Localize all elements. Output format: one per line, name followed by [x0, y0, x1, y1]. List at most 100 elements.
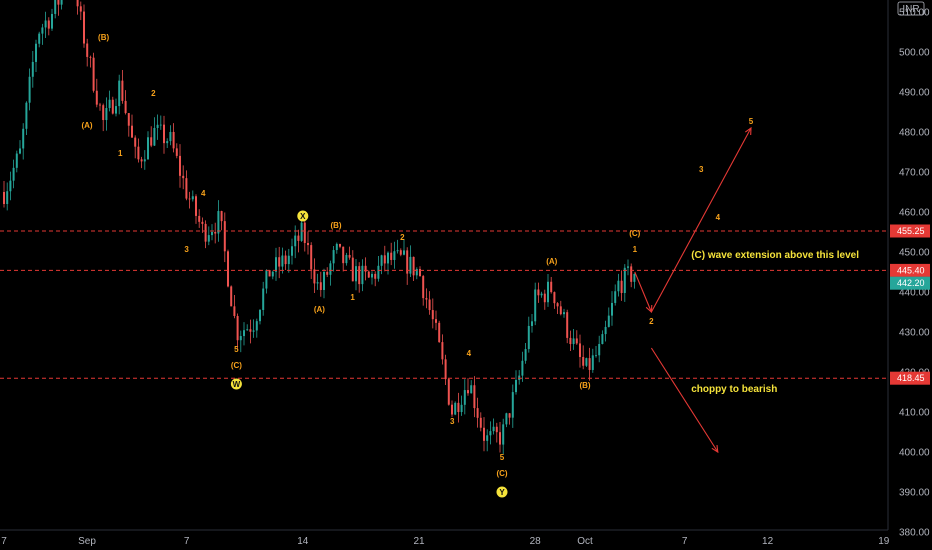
wave-labels: (A) (B) 1 2 4 3 5 (C) (A) (B) 1 2 3 4 5 (C) (A) (B) (C) 1 2 3…: [81, 33, 859, 498]
candle-body: [169, 131, 172, 142]
candle-body: [44, 20, 47, 28]
candle-body: [601, 334, 604, 344]
candle-body: [457, 402, 460, 413]
candle-body: [198, 215, 201, 222]
candle-body: [492, 426, 495, 432]
time-axis[interactable]: 7 Sep 7 14 21 28 Oct 7 12 19: [0, 529, 890, 547]
price-tick-label: 450.00: [899, 248, 930, 259]
candle-body: [265, 270, 268, 289]
currency-badge: [897, 1, 925, 16]
candle-body: [291, 246, 293, 256]
candle-body: [83, 11, 85, 44]
candle-body: [371, 273, 373, 278]
candle-body: [182, 175, 185, 179]
candle-body: [172, 131, 175, 149]
wave-label: (C): [231, 361, 242, 370]
wave-label: 5: [500, 453, 505, 462]
level-price-tag: [890, 224, 930, 238]
wave-degree-circle: [496, 486, 508, 498]
candlestick-series: [3, 0, 636, 455]
candle-body: [454, 402, 457, 415]
candle-body: [537, 289, 540, 296]
candle-body: [25, 102, 28, 129]
price-tick-label: 400.00: [899, 448, 930, 459]
candle-body: [505, 413, 508, 425]
candle-body: [313, 269, 316, 284]
candle-body: [15, 153, 18, 168]
wave-label: 4: [201, 189, 206, 198]
candle-body: [547, 281, 549, 303]
projection-arrow: [650, 127, 752, 313]
candle-body: [419, 268, 421, 277]
projection-arrows: [634, 126, 752, 454]
candle-body: [131, 125, 133, 138]
candle-body: [508, 413, 511, 418]
candle-body: [47, 20, 50, 29]
candle-body: [483, 427, 485, 441]
candle-body: [121, 80, 124, 101]
candle-body: [9, 180, 12, 192]
candle-body: [326, 271, 329, 275]
wave-label: (A): [314, 305, 325, 314]
candle-body: [556, 303, 559, 307]
wave-label: 4: [716, 213, 721, 222]
projection-arrow: [634, 271, 652, 313]
candle-body: [316, 282, 319, 284]
candle-body: [438, 322, 441, 343]
candle-body: [278, 257, 281, 267]
candle-body: [582, 356, 585, 366]
candle-body: [627, 266, 629, 268]
candle-body: [159, 124, 162, 126]
candle-body: [351, 257, 354, 282]
candle-body: [95, 90, 98, 105]
candle-body: [579, 343, 581, 357]
candle-body: [249, 329, 252, 332]
wave-label: 4: [467, 349, 472, 358]
wave-label: (C): [496, 469, 507, 478]
candle-body: [236, 315, 239, 341]
price-tick-label: 490.00: [899, 88, 930, 99]
candle-body: [294, 235, 297, 247]
price-tick-label: 410.00: [899, 408, 930, 419]
candle-body: [79, 6, 82, 12]
candle-body: [620, 280, 623, 293]
wave-label: (B): [330, 221, 341, 230]
level-price-tag: [890, 371, 930, 385]
candle-body: [569, 337, 572, 345]
candle-body: [175, 148, 178, 156]
candle-body: [284, 255, 287, 265]
candle-body: [201, 221, 204, 224]
time-tick-label: 28: [530, 536, 542, 547]
candle-body: [54, 0, 57, 14]
time-tick-label: 14: [297, 536, 309, 547]
candle-body: [147, 137, 149, 160]
candle-body: [239, 336, 242, 341]
candle-body: [566, 312, 569, 338]
candle-body: [137, 146, 140, 160]
candle-body: [534, 289, 537, 322]
price-axis[interactable]: INR 380.00390.00400.00410.00420.00430.00…: [887, 0, 932, 539]
candle-body: [393, 251, 396, 260]
candle-body: [342, 246, 345, 264]
candle-body: [451, 404, 453, 415]
wave-label: 3: [450, 417, 455, 426]
candle-body: [211, 231, 213, 236]
price-tick-label: 440.00: [899, 288, 930, 299]
candle-body: [281, 255, 284, 267]
candle-body: [348, 254, 351, 258]
candle-body: [118, 80, 121, 107]
candle-body: [310, 245, 313, 270]
candle-body: [502, 424, 505, 445]
candle-body: [41, 27, 44, 34]
candle-body: [415, 268, 418, 276]
candle-body: [214, 231, 217, 234]
candle-body: [12, 167, 15, 181]
candle-body: [515, 380, 517, 393]
candle-body: [60, 0, 63, 5]
candle-body: [28, 76, 31, 103]
candle-body: [531, 321, 533, 326]
candle-body: [275, 257, 277, 272]
candle-body: [207, 235, 210, 242]
wave-label: 3: [699, 165, 704, 174]
